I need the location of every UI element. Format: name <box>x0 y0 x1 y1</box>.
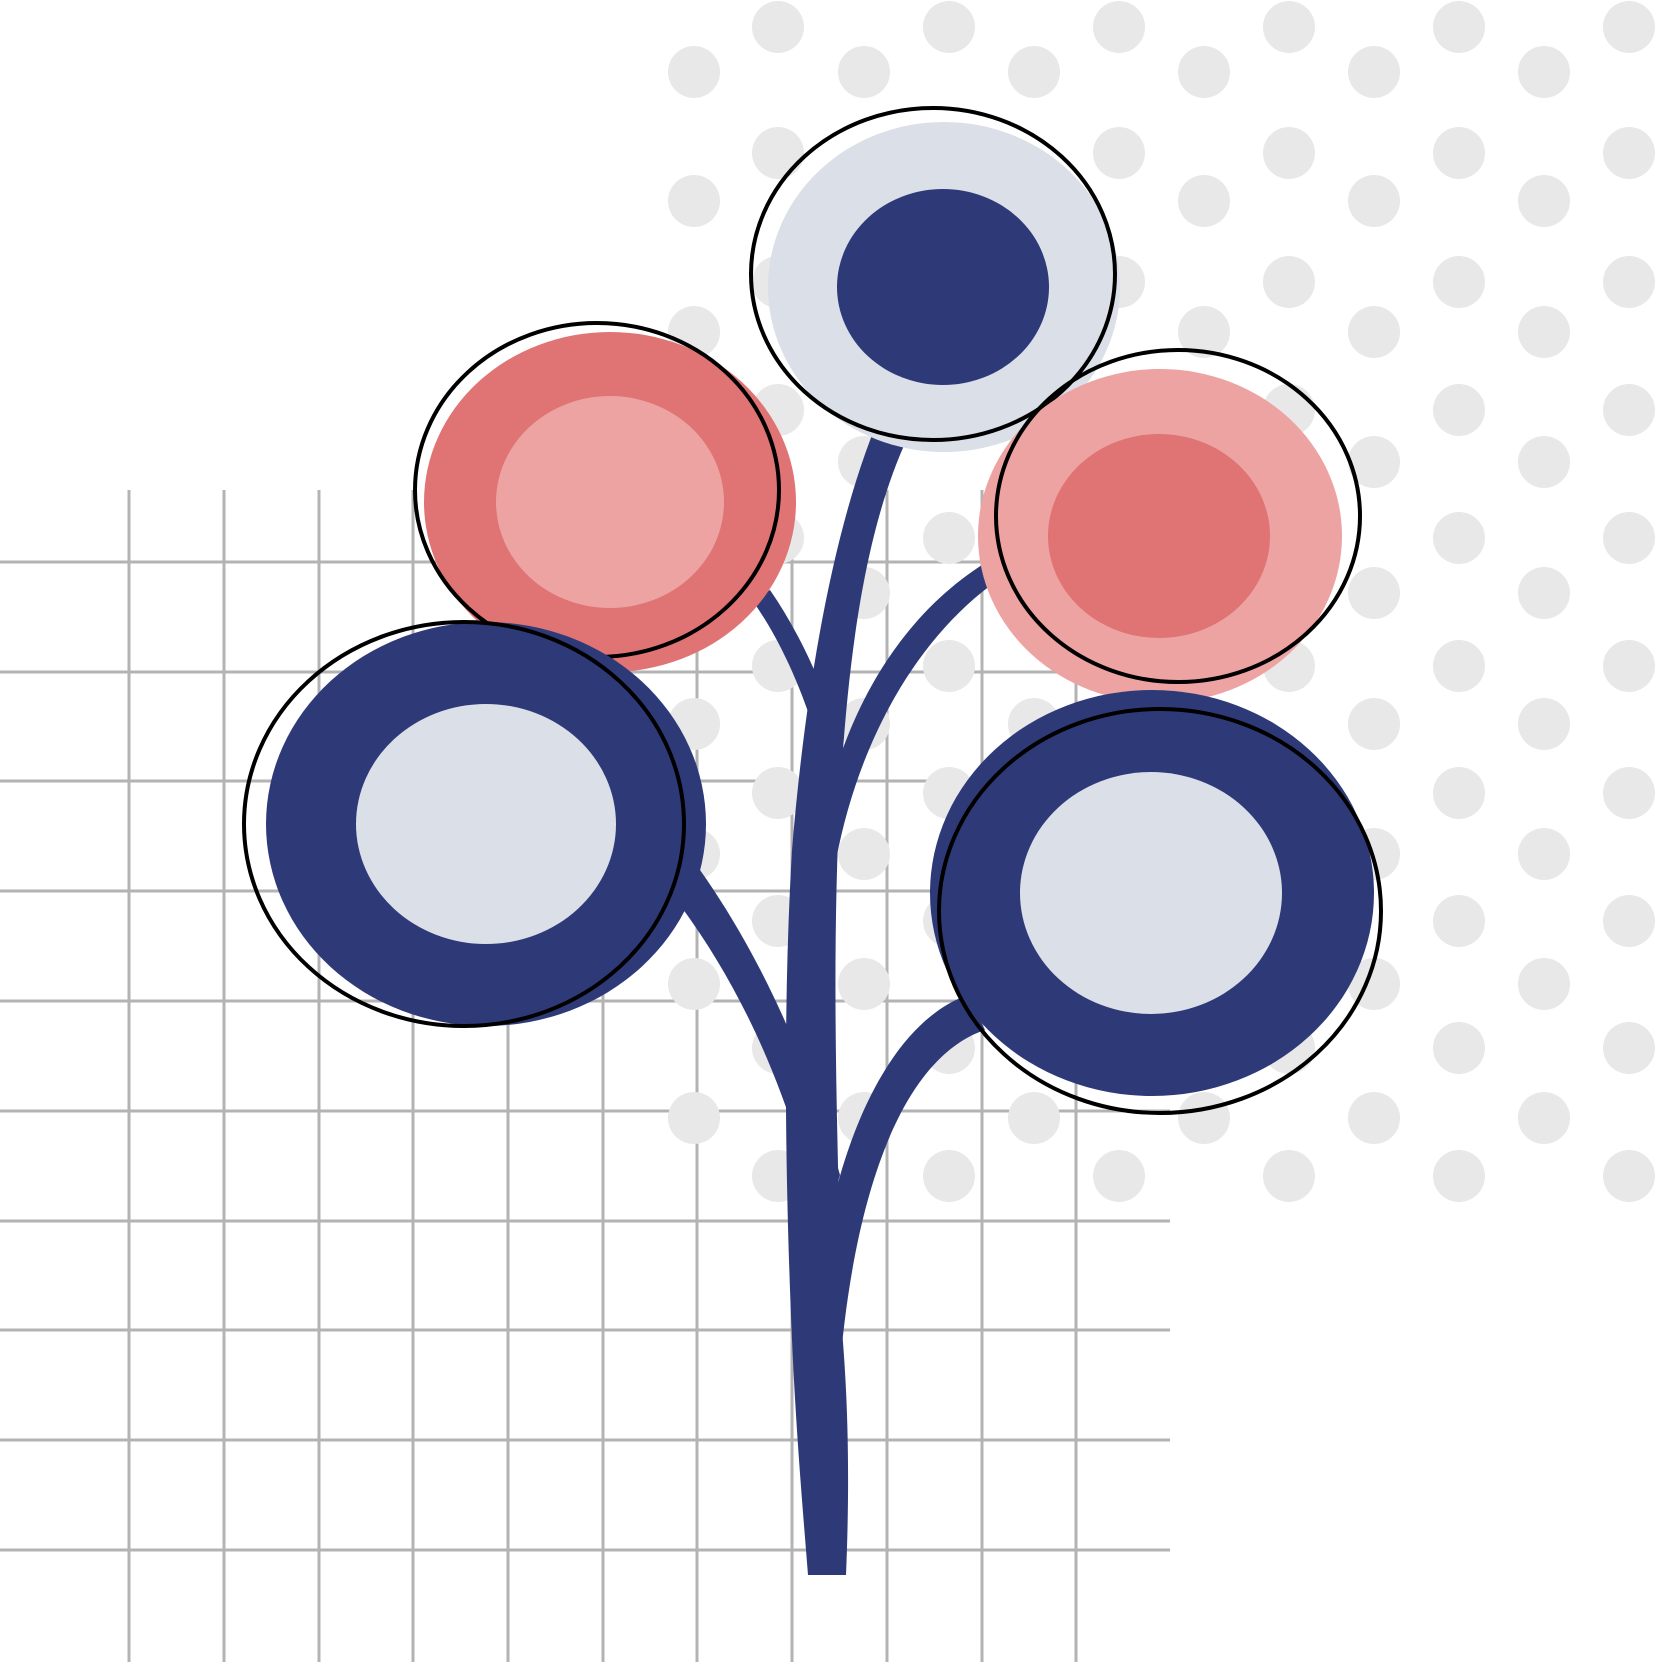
polka-dot <box>1603 895 1655 947</box>
polka-dot <box>923 1150 975 1202</box>
polka-dot <box>1008 46 1060 98</box>
polka-dot <box>1433 1150 1485 1202</box>
stem-branch-upper-right <box>830 560 998 860</box>
flower-lower-right-navy <box>930 690 1383 1115</box>
polka-dot <box>1518 306 1570 358</box>
polka-dot <box>1093 1150 1145 1202</box>
polka-dot <box>923 640 975 692</box>
polka-dot <box>1433 512 1485 564</box>
polka-dot <box>1093 1 1145 53</box>
flower-outline <box>242 620 686 1028</box>
polka-dot <box>668 958 720 1010</box>
polka-dot <box>1433 767 1485 819</box>
polka-dot <box>1263 1 1315 53</box>
polka-dot <box>668 175 720 227</box>
polka-dot <box>1433 895 1485 947</box>
flower-outline <box>994 348 1362 684</box>
polka-dot <box>1518 828 1570 880</box>
polka-dot <box>1518 567 1570 619</box>
polka-dot <box>1433 640 1485 692</box>
polka-dot <box>1348 306 1400 358</box>
polka-dot <box>1178 175 1230 227</box>
polka-dot <box>1518 46 1570 98</box>
polka-dot <box>668 46 720 98</box>
polka-dot <box>752 127 804 179</box>
polka-dot <box>1348 1092 1400 1144</box>
polka-dot <box>1263 1150 1315 1202</box>
polka-dot <box>1348 567 1400 619</box>
polka-dot <box>1178 306 1230 358</box>
stem-branch-upper-left <box>752 590 848 790</box>
polka-dot <box>1348 698 1400 750</box>
flower-center <box>356 704 616 944</box>
flower-outline <box>937 707 1383 1115</box>
stem-branch-lower-left <box>680 870 840 1235</box>
flower-left-coral <box>413 321 796 672</box>
polka-dot <box>752 1 804 53</box>
polka-dot <box>1433 1 1485 53</box>
polka-dot <box>1433 127 1485 179</box>
flower-center <box>837 189 1049 385</box>
polka-dot <box>1263 127 1315 179</box>
polka-dot <box>1603 127 1655 179</box>
flower-outline <box>749 106 1117 442</box>
polka-dot <box>1348 46 1400 98</box>
polka-dot <box>1178 1092 1230 1144</box>
flower-top-pale <box>749 106 1120 452</box>
polka-dot <box>1518 958 1570 1010</box>
polka-dot <box>1263 256 1315 308</box>
polka-dot <box>838 958 890 1010</box>
polka-dot <box>838 46 890 98</box>
flower-center <box>1048 434 1270 638</box>
polka-dot <box>1518 1092 1570 1144</box>
polka-dot <box>923 512 975 564</box>
flower-right-lightcoral <box>978 348 1362 703</box>
polka-dot <box>752 767 804 819</box>
polka-dot <box>1603 384 1655 436</box>
polka-dot <box>923 1 975 53</box>
polka-dot <box>1433 256 1485 308</box>
polka-dot <box>1603 1150 1655 1202</box>
polka-dot <box>1518 175 1570 227</box>
polka-dot <box>1348 175 1400 227</box>
polka-dot <box>1518 698 1570 750</box>
polka-dot <box>1008 1092 1060 1144</box>
polka-dot <box>1603 640 1655 692</box>
flower-lower-left-navy <box>242 620 706 1028</box>
polka-dot <box>1603 512 1655 564</box>
stems <box>680 402 998 1575</box>
stem-branch-lower-right <box>830 995 985 1345</box>
polka-dot <box>1433 1022 1485 1074</box>
polka-dot <box>1603 1022 1655 1074</box>
polka-dot <box>1603 256 1655 308</box>
flower-center <box>1020 772 1282 1014</box>
polka-dot <box>668 1092 720 1144</box>
polka-dot <box>838 828 890 880</box>
polka-dot <box>1348 436 1400 488</box>
flower-center <box>496 396 724 608</box>
polka-dot <box>1518 436 1570 488</box>
polka-dot <box>1603 1 1655 53</box>
polka-dot <box>1178 46 1230 98</box>
polka-dot <box>1093 127 1145 179</box>
polka-dot <box>1603 767 1655 819</box>
polka-dot <box>1433 384 1485 436</box>
